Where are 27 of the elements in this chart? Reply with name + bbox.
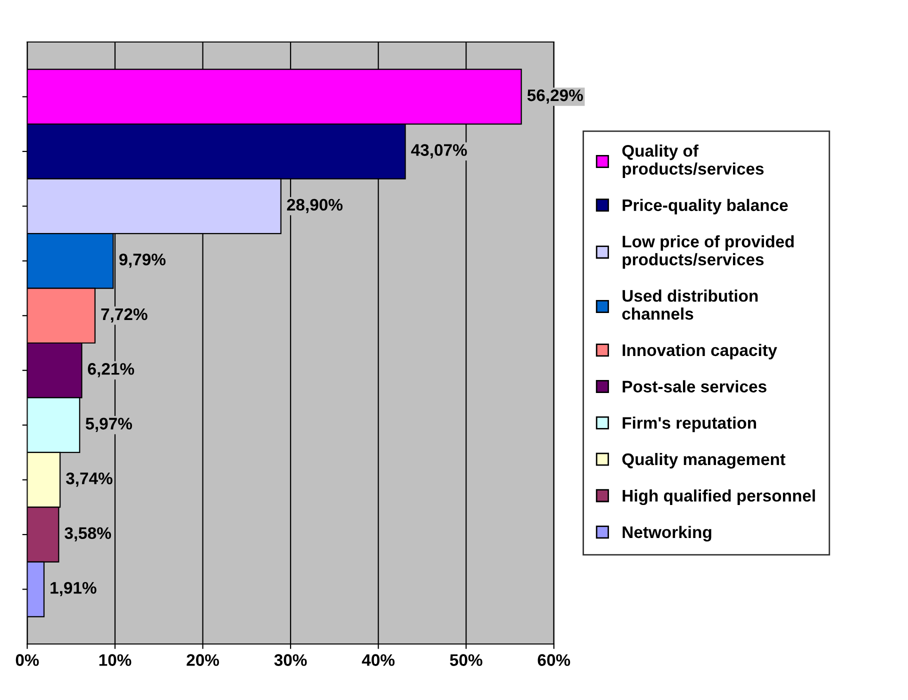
legend-label: High qualified personnel — [622, 489, 815, 506]
x-tick-label: 60% — [538, 654, 570, 666]
data-label: 1,91% — [50, 582, 96, 596]
legend-label: Low price of provided products/services — [622, 235, 794, 269]
legend-label: Firm's reputation — [622, 416, 756, 432]
legend-label: Post-sale services — [622, 380, 766, 392]
x-tick-label: 0% — [16, 654, 39, 666]
data-label: 56,29% — [527, 89, 583, 104]
data-label: 28,90% — [287, 198, 343, 214]
x-tick-label: 20% — [186, 654, 220, 666]
legend-label: Price-quality balance — [622, 198, 788, 214]
data-label: 43,07% — [411, 144, 467, 158]
legend-label: Used distribution channels — [622, 290, 758, 320]
legend-label: Innovation capacity — [622, 344, 778, 360]
data-label: 3,58% — [64, 527, 112, 542]
x-tick-label: 40% — [362, 654, 395, 666]
data-label: 9,79% — [119, 254, 166, 268]
legend-label: Quality of products/services — [622, 144, 764, 178]
data-label: 3,74% — [66, 472, 112, 487]
x-tick-label: 50% — [450, 654, 482, 666]
legend-label: Quality management — [622, 452, 786, 469]
legend-label: Networking — [622, 526, 712, 542]
x-tick-label: 30% — [274, 654, 307, 666]
data-label: 5,97% — [86, 418, 132, 432]
data-label: 6,21% — [88, 363, 134, 378]
x-tick-label: 10% — [99, 654, 132, 666]
data-label: 7,72% — [101, 308, 148, 323]
